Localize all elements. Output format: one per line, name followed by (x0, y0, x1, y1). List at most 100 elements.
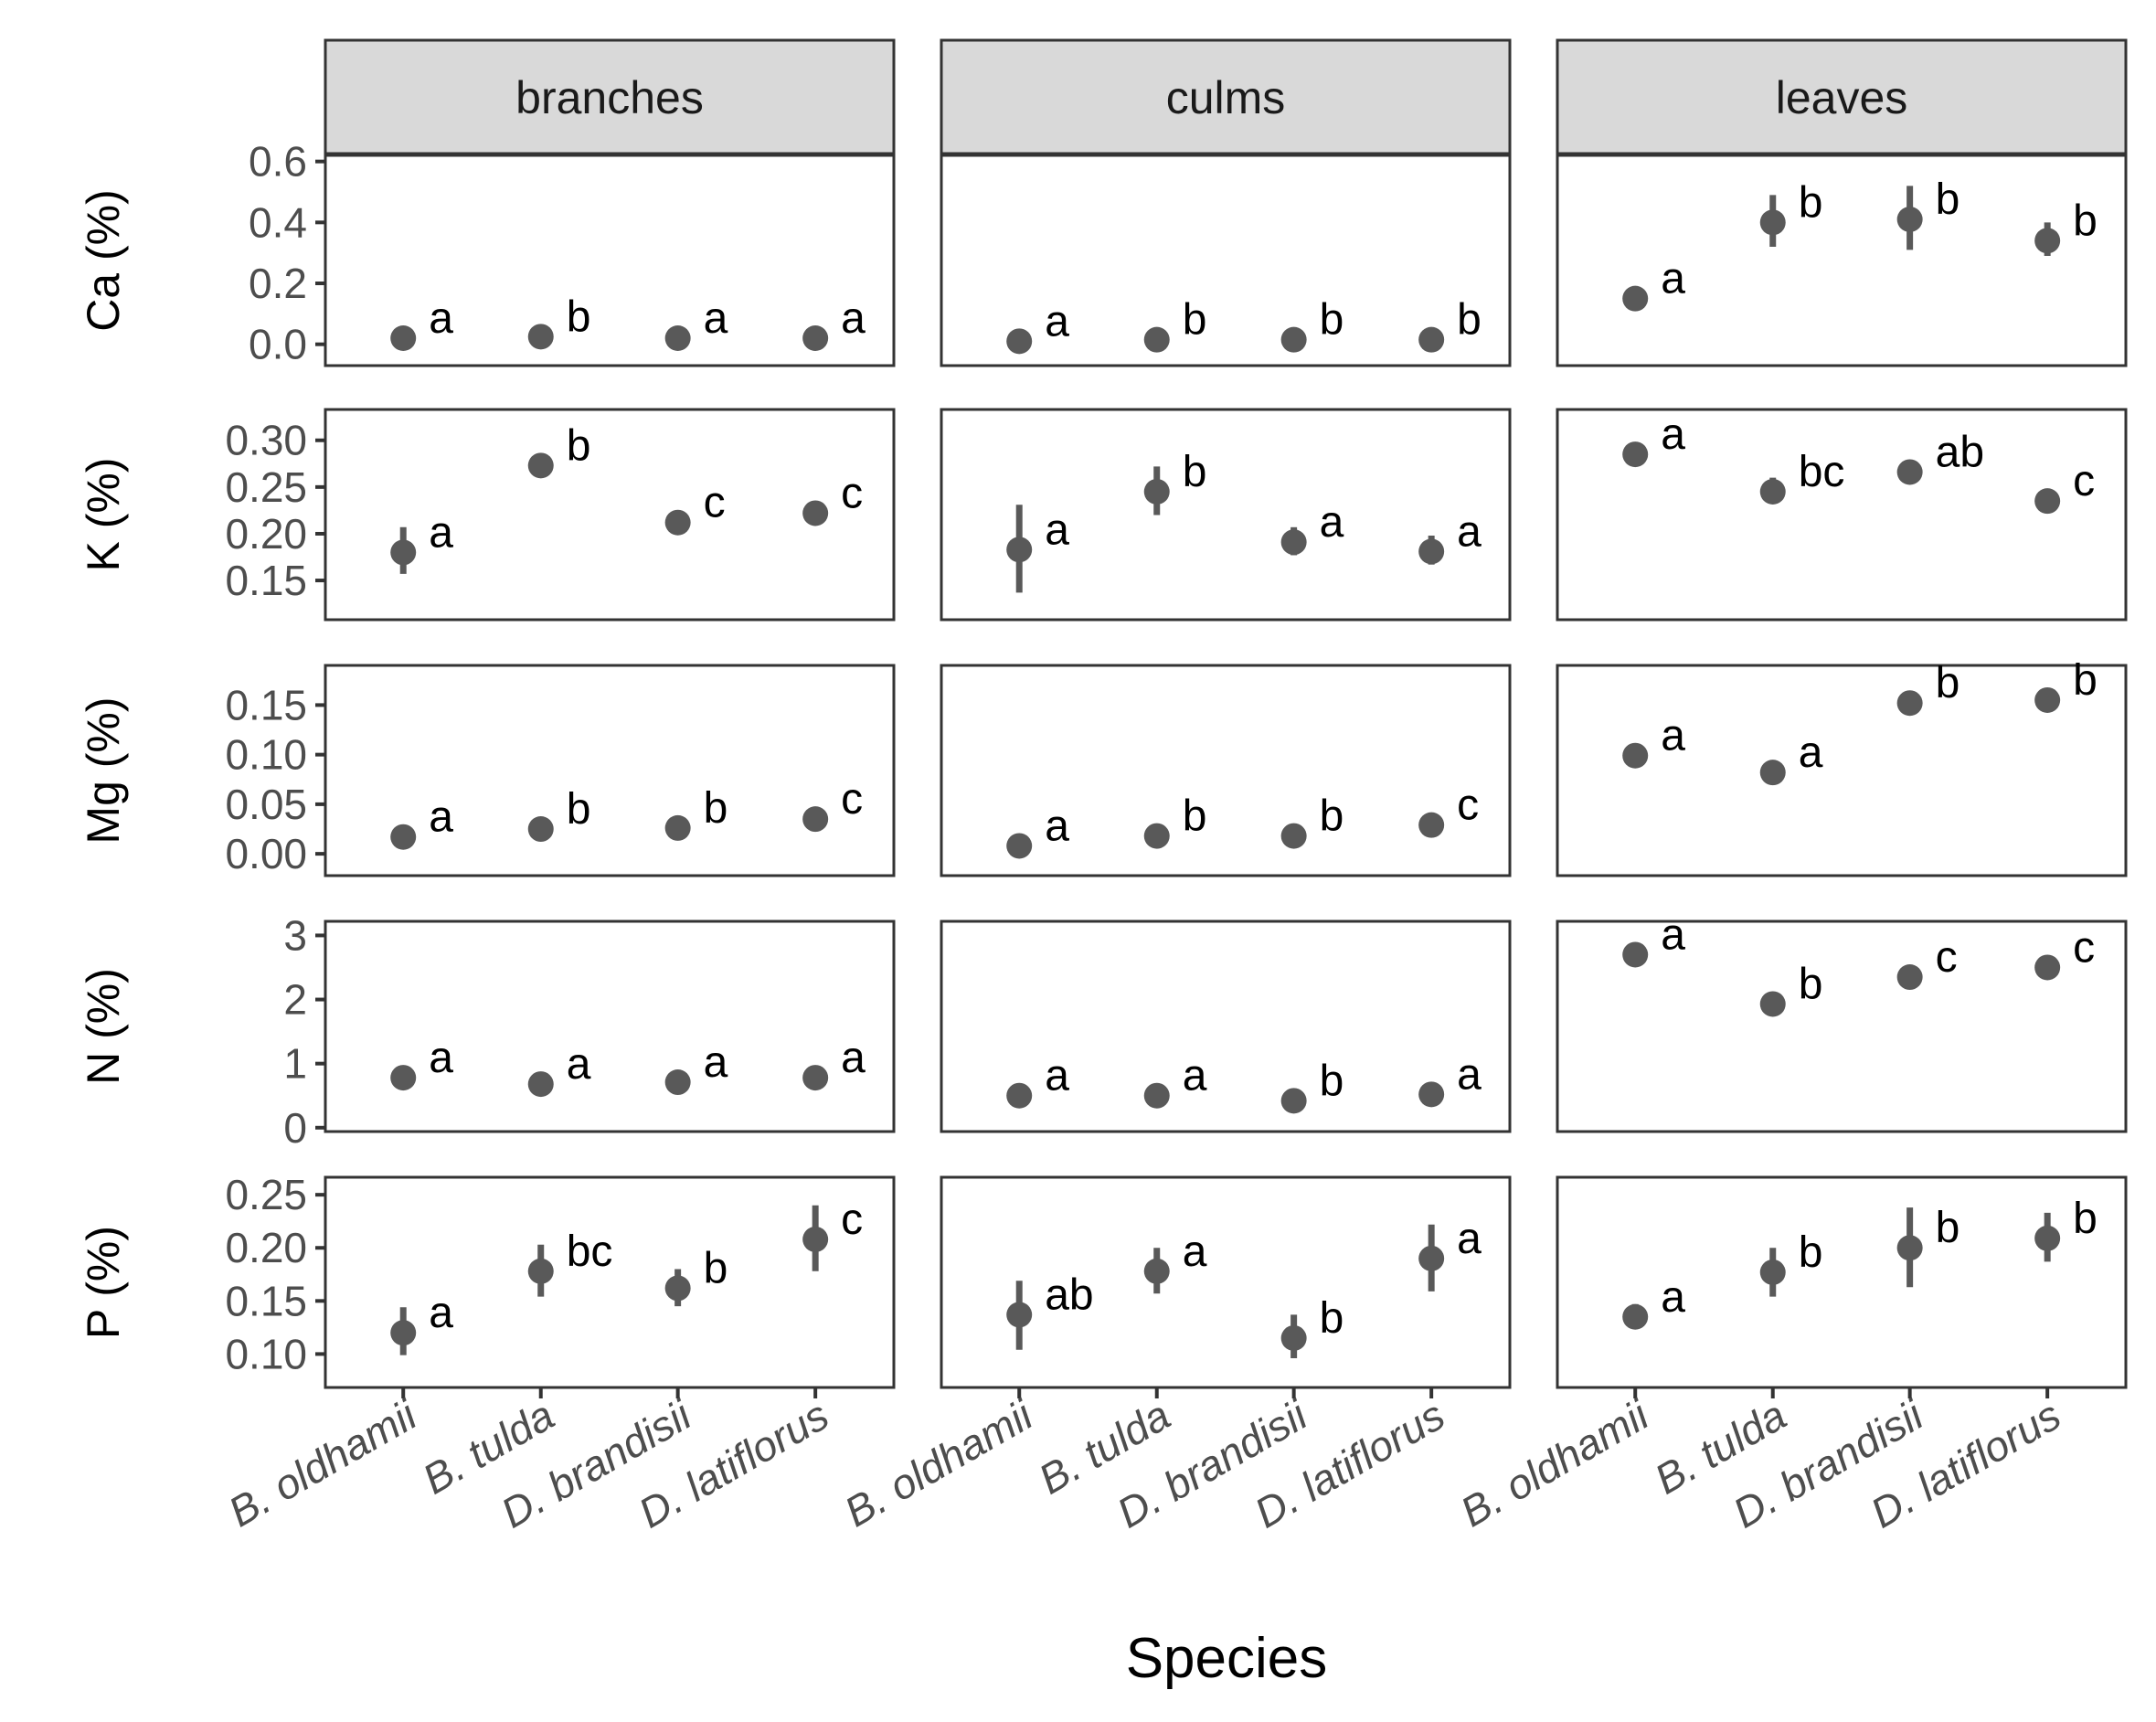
data-point-b-tulda (1143, 326, 1170, 353)
data-point-b-tulda (1759, 991, 1786, 1017)
significance-letter-d-brandisii: b (704, 784, 728, 833)
data-point-b-oldhamii (390, 1065, 417, 1091)
significance-letter-d-latiflorus: a (1457, 507, 1482, 556)
significance-letter-d-brandisii: b (1320, 1294, 1344, 1343)
panel-frame (324, 664, 896, 877)
y-tick-label-p: 0.10 (225, 1330, 307, 1377)
x-tick-label-b-oldhamii: B. oldhamii (220, 1390, 426, 1536)
panel-frame (1556, 154, 2128, 367)
data-point-d-latiflorus (2034, 228, 2061, 254)
panel-frame (940, 1175, 1512, 1389)
significance-letter-b-tulda: b (567, 292, 591, 341)
significance-letter-d-latiflorus: b (2073, 1195, 2098, 1243)
significance-letter-b-oldhamii: a (1661, 255, 1685, 303)
y-axis-title-p: P (%) (78, 1226, 129, 1339)
significance-letter-b-oldhamii: a (1661, 410, 1685, 459)
y-tick-label-mg: 0.10 (225, 731, 307, 779)
facet-label-leaves: leaves (1776, 72, 1908, 123)
significance-letter-b-oldhamii: a (429, 793, 453, 842)
significance-letter-d-brandisii: b (1936, 1204, 1960, 1252)
facet-strip-branches (324, 38, 896, 155)
significance-letter-d-latiflorus: a (841, 1034, 866, 1082)
data-point-d-brandisii (664, 814, 691, 841)
facet-strip-leaves (1556, 38, 2128, 155)
y-tick-label-mg: 0.05 (225, 781, 307, 828)
data-point-d-brandisii (1896, 690, 1923, 717)
panel-frame (324, 408, 896, 622)
data-point-d-brandisii (664, 325, 691, 351)
significance-letter-b-tulda: a (1183, 1052, 1207, 1100)
y-tick-label-p: 0.20 (225, 1224, 307, 1271)
significance-letter-b-tulda: b (567, 421, 591, 470)
y-tick-label-n: 1 (283, 1040, 307, 1088)
data-point-b-tulda (1143, 823, 1170, 849)
data-point-d-latiflorus (2034, 954, 2061, 981)
y-axis-title-mg: Mg (%) (78, 696, 129, 844)
data-point-b-oldhamii (1006, 1302, 1033, 1328)
panel-k-leaves: abc abc (1556, 408, 2128, 622)
data-point-b-oldhamii (390, 325, 417, 351)
significance-letter-b-tulda: b (1183, 792, 1207, 841)
y-tick-label-n: 0 (283, 1104, 307, 1152)
y-axis-title-n: N (%) (78, 968, 129, 1085)
data-point-d-brandisii (1896, 207, 1923, 232)
significance-letter-d-brandisii: a (1320, 498, 1344, 547)
significance-letter-b-oldhamii: a (1661, 910, 1685, 959)
significance-letter-b-tulda: a (1183, 1228, 1207, 1276)
data-point-d-latiflorus (1418, 326, 1445, 353)
y-tick-label-mg: 0.00 (225, 830, 307, 877)
significance-letter-d-latiflorus: b (2073, 197, 2098, 245)
significance-letter-b-tulda: b (1799, 1228, 1823, 1277)
significance-letter-d-brandisii: b (1320, 296, 1344, 345)
data-point-d-latiflorus (1418, 538, 1445, 565)
significance-letter-b-oldhamii: a (429, 1289, 453, 1337)
significance-letter-d-latiflorus: b (2073, 656, 2098, 705)
data-point-b-tulda (1143, 1258, 1170, 1284)
data-point-b-oldhamii (390, 539, 417, 566)
data-point-d-latiflorus (802, 500, 829, 526)
x-tick-label-b-oldhamii: B. oldhamii (836, 1390, 1042, 1536)
data-point-d-brandisii (1896, 964, 1923, 991)
panel-frame (324, 919, 896, 1133)
y-tick-label-k: 0.15 (225, 557, 307, 604)
significance-letter-d-brandisii: c (1936, 933, 1958, 982)
data-point-b-oldhamii (1006, 1082, 1033, 1109)
significance-letter-b-oldhamii: a (1661, 1273, 1685, 1322)
data-point-b-oldhamii (1622, 742, 1649, 769)
x-tick-label-b-oldhamii: B. oldhamii (1452, 1390, 1658, 1536)
data-point-b-tulda (527, 1071, 554, 1098)
significance-letter-b-tulda: b (1183, 448, 1207, 496)
significance-letter-d-latiflorus: b (1457, 296, 1482, 345)
panel-mg-leaves: a a b b (1556, 656, 2128, 877)
y-tick-label-p: 0.25 (225, 1171, 307, 1218)
panel-frame (324, 154, 896, 367)
data-point-d-latiflorus (2034, 1225, 2061, 1251)
facet-label-branches: branches (515, 72, 704, 123)
panel-frame (1556, 408, 2128, 622)
significance-letter-b-tulda: b (567, 785, 591, 834)
significance-letter-d-latiflorus: c (2073, 457, 2095, 505)
y-tick-label-k: 0.25 (225, 463, 307, 511)
panel-frame (940, 919, 1512, 1133)
significance-letter-b-tulda: b (1799, 178, 1823, 227)
panel-p-leaves: a b b b (1556, 1175, 2128, 1389)
data-point-d-latiflorus (802, 806, 829, 833)
significance-letter-d-brandisii: b (1320, 1057, 1344, 1105)
data-point-b-tulda (527, 816, 554, 843)
panel-p-branches: abc bc (324, 1175, 896, 1389)
y-tick-label-n: 3 (283, 911, 307, 959)
y-tick-label-n: 2 (283, 976, 307, 1024)
panel-frame (324, 1175, 896, 1389)
significance-letter-d-latiflorus: c (841, 469, 863, 517)
panel-k-culms: a b a a (940, 408, 1512, 622)
data-point-b-tulda (1759, 478, 1786, 505)
panel-frame (1556, 1175, 2128, 1389)
y-tick-label-k: 0.20 (225, 510, 307, 558)
data-point-d-brandisii (664, 1275, 691, 1302)
significance-letter-d-brandisii: b (1320, 792, 1344, 841)
